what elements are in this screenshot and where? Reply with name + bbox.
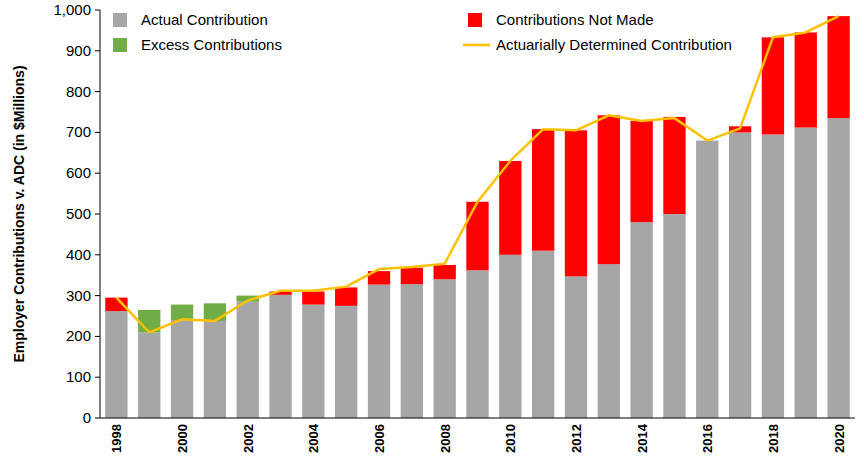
y-tick [95, 50, 100, 51]
bar [630, 222, 652, 418]
y-tick [95, 173, 100, 174]
x-tick-label: 2006 [372, 424, 387, 453]
bar [795, 32, 817, 127]
bar [827, 118, 849, 418]
bar [499, 255, 521, 418]
bar [663, 214, 685, 418]
bar [434, 265, 456, 279]
y-tick-label: 700 [66, 123, 91, 140]
x-tick-label: 2002 [241, 424, 256, 453]
y-tick-label: 0 [83, 409, 91, 426]
bar [795, 128, 817, 418]
y-tick [95, 254, 100, 255]
legend-swatch [113, 13, 127, 27]
bar [565, 130, 587, 276]
bar [762, 37, 784, 134]
x-tick-label: 2012 [569, 424, 584, 453]
line [116, 16, 838, 332]
legend-label: Excess Contributions [141, 36, 282, 53]
bar [532, 251, 554, 418]
bar [401, 284, 423, 418]
bar [827, 16, 849, 118]
y-tick-label: 500 [66, 205, 91, 222]
chart: Employer Contributions v. ADC (in $Milli… [0, 0, 864, 467]
y-tick [95, 10, 100, 11]
bar [598, 115, 620, 264]
x-tick-label: 2016 [700, 424, 715, 453]
bar [532, 129, 554, 251]
legend-swatch [463, 44, 490, 47]
legend-swatch [468, 13, 482, 27]
bar [204, 321, 226, 418]
bar [269, 295, 291, 418]
x-tick-label: 1998 [109, 424, 124, 453]
x-tick-label: 2008 [438, 424, 453, 453]
bar [565, 276, 587, 418]
bar [598, 264, 620, 418]
bar [302, 305, 324, 418]
bar [630, 121, 652, 222]
y-axis [100, 10, 101, 418]
y-tick-label: 100 [66, 368, 91, 385]
bar [171, 305, 193, 321]
x-tick-label: 2010 [503, 424, 518, 453]
y-axis-label: Employer Contributions v. ADC (in $Milli… [11, 65, 27, 362]
x-tick-label: 2014 [635, 423, 650, 453]
bar [696, 141, 718, 418]
y-tick [95, 295, 100, 296]
bar [204, 303, 226, 321]
bar [466, 270, 488, 418]
y-tick-label: 800 [66, 83, 91, 100]
bar [138, 332, 160, 418]
y-tick [95, 336, 100, 337]
bar [368, 285, 390, 418]
y-tick [95, 91, 100, 92]
y-tick-label: 1,000 [53, 1, 91, 18]
bar [663, 117, 685, 214]
legend-label: Contributions Not Made [496, 11, 654, 28]
y-tick-label: 900 [66, 42, 91, 59]
y-tick-label: 300 [66, 287, 91, 304]
legend-label: Actuarially Determined Contribution [496, 36, 732, 53]
bar [237, 302, 259, 418]
bar [335, 306, 357, 418]
y-tick-label: 400 [66, 246, 91, 263]
legend-label: Actual Contribution [141, 11, 268, 28]
bar [434, 279, 456, 418]
y-tick [95, 214, 100, 215]
y-tick [95, 418, 100, 419]
y-tick [95, 132, 100, 133]
legend-swatch [113, 38, 127, 52]
bar [302, 292, 324, 305]
x-tick-label: 2020 [832, 424, 847, 453]
bar [335, 287, 357, 305]
x-axis [100, 418, 855, 419]
bar [105, 311, 127, 418]
plot-marks [105, 16, 849, 418]
bar [401, 268, 423, 284]
x-tick-label: 2004 [306, 423, 321, 453]
bar [762, 134, 784, 418]
bar [499, 161, 521, 255]
bar [729, 132, 751, 418]
bar [171, 320, 193, 418]
bar [466, 202, 488, 271]
x-tick-label: 2018 [766, 424, 781, 453]
x-tick-label: 2000 [175, 424, 190, 453]
bar [368, 271, 390, 272]
y-tick-label: 200 [66, 327, 91, 344]
y-tick [95, 377, 100, 378]
y-tick-label: 600 [66, 164, 91, 181]
